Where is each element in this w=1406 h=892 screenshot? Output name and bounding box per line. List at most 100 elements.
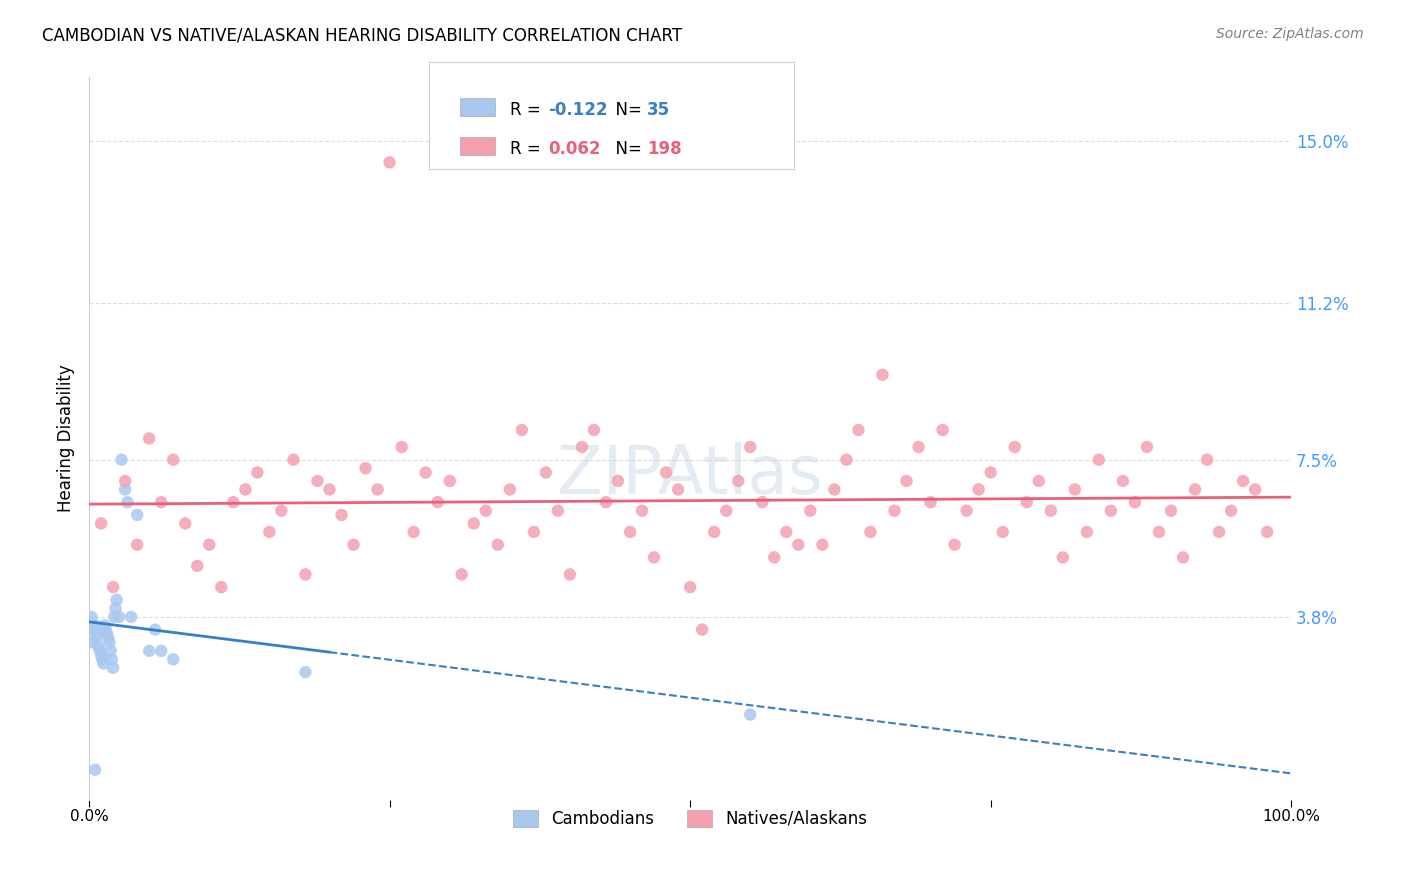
Point bbox=[571, 440, 593, 454]
Point bbox=[716, 504, 738, 518]
Point bbox=[991, 524, 1014, 539]
Text: ZIPAtlas: ZIPAtlas bbox=[557, 442, 823, 508]
Point bbox=[499, 483, 522, 497]
Point bbox=[101, 580, 124, 594]
Point bbox=[391, 440, 413, 454]
Point bbox=[294, 665, 316, 679]
Point bbox=[1004, 440, 1026, 454]
Text: -0.122: -0.122 bbox=[548, 101, 607, 119]
Point bbox=[86, 627, 108, 641]
Point bbox=[823, 483, 845, 497]
Point bbox=[1015, 495, 1038, 509]
Point bbox=[523, 524, 546, 539]
Text: 198: 198 bbox=[647, 140, 682, 158]
Point bbox=[1063, 483, 1085, 497]
Point bbox=[931, 423, 953, 437]
Point bbox=[87, 640, 110, 654]
Point bbox=[643, 550, 665, 565]
Point bbox=[811, 538, 834, 552]
Point bbox=[174, 516, 197, 531]
Point bbox=[91, 652, 114, 666]
Point bbox=[763, 550, 786, 565]
Point bbox=[294, 567, 316, 582]
Text: 0.062: 0.062 bbox=[548, 140, 600, 158]
Point bbox=[89, 644, 111, 658]
Text: 100.0%: 100.0% bbox=[1263, 809, 1320, 824]
Point bbox=[486, 538, 509, 552]
Point bbox=[775, 524, 797, 539]
Point bbox=[94, 623, 117, 637]
Text: 0.0%: 0.0% bbox=[70, 809, 108, 824]
Point bbox=[235, 483, 257, 497]
Text: R =: R = bbox=[510, 140, 547, 158]
Point bbox=[186, 558, 208, 573]
Point bbox=[1123, 495, 1146, 509]
Point bbox=[84, 631, 107, 645]
Point bbox=[666, 483, 689, 497]
Point bbox=[1244, 483, 1267, 497]
Point bbox=[84, 763, 107, 777]
Point bbox=[547, 504, 569, 518]
Point bbox=[354, 461, 377, 475]
Point bbox=[510, 423, 533, 437]
Point bbox=[463, 516, 485, 531]
Point bbox=[104, 601, 127, 615]
Point bbox=[679, 580, 702, 594]
Point bbox=[127, 538, 149, 552]
Legend: Cambodians, Natives/Alaskans: Cambodians, Natives/Alaskans bbox=[506, 803, 875, 835]
Point bbox=[582, 423, 605, 437]
Point bbox=[883, 504, 905, 518]
Point bbox=[980, 466, 1002, 480]
Point bbox=[138, 644, 160, 658]
Point bbox=[907, 440, 929, 454]
Point bbox=[120, 610, 142, 624]
Point bbox=[859, 524, 882, 539]
Point bbox=[378, 155, 401, 169]
Point bbox=[150, 644, 173, 658]
Point bbox=[475, 504, 498, 518]
Point bbox=[90, 648, 112, 662]
Point bbox=[143, 623, 166, 637]
Point bbox=[283, 452, 305, 467]
Point bbox=[114, 483, 136, 497]
Point bbox=[1171, 550, 1194, 565]
Point bbox=[110, 452, 132, 467]
Point bbox=[108, 610, 131, 624]
Point bbox=[105, 593, 128, 607]
Point bbox=[619, 524, 641, 539]
Point bbox=[1160, 504, 1182, 518]
Point bbox=[80, 610, 103, 624]
Text: 35: 35 bbox=[647, 101, 669, 119]
Point bbox=[103, 610, 125, 624]
Point bbox=[1256, 524, 1278, 539]
Text: N=: N= bbox=[605, 140, 647, 158]
Point bbox=[246, 466, 269, 480]
Point bbox=[450, 567, 472, 582]
Point bbox=[1052, 550, 1074, 565]
Point bbox=[1112, 474, 1135, 488]
Point bbox=[631, 504, 654, 518]
Point bbox=[93, 657, 115, 671]
Point bbox=[1208, 524, 1230, 539]
Text: N=: N= bbox=[605, 101, 647, 119]
Point bbox=[342, 538, 364, 552]
Point bbox=[799, 504, 821, 518]
Point bbox=[330, 508, 353, 522]
Point bbox=[1232, 474, 1254, 488]
Point bbox=[84, 618, 107, 632]
Point bbox=[162, 652, 184, 666]
Point bbox=[1220, 504, 1243, 518]
Point bbox=[209, 580, 232, 594]
Point bbox=[740, 440, 762, 454]
Point bbox=[114, 474, 136, 488]
Point bbox=[896, 474, 918, 488]
Point bbox=[100, 644, 122, 658]
Point bbox=[318, 483, 340, 497]
Point bbox=[127, 508, 149, 522]
Point bbox=[90, 516, 112, 531]
Point bbox=[967, 483, 990, 497]
Point bbox=[751, 495, 773, 509]
Point bbox=[82, 635, 104, 649]
Point bbox=[97, 631, 120, 645]
Point bbox=[607, 474, 630, 488]
